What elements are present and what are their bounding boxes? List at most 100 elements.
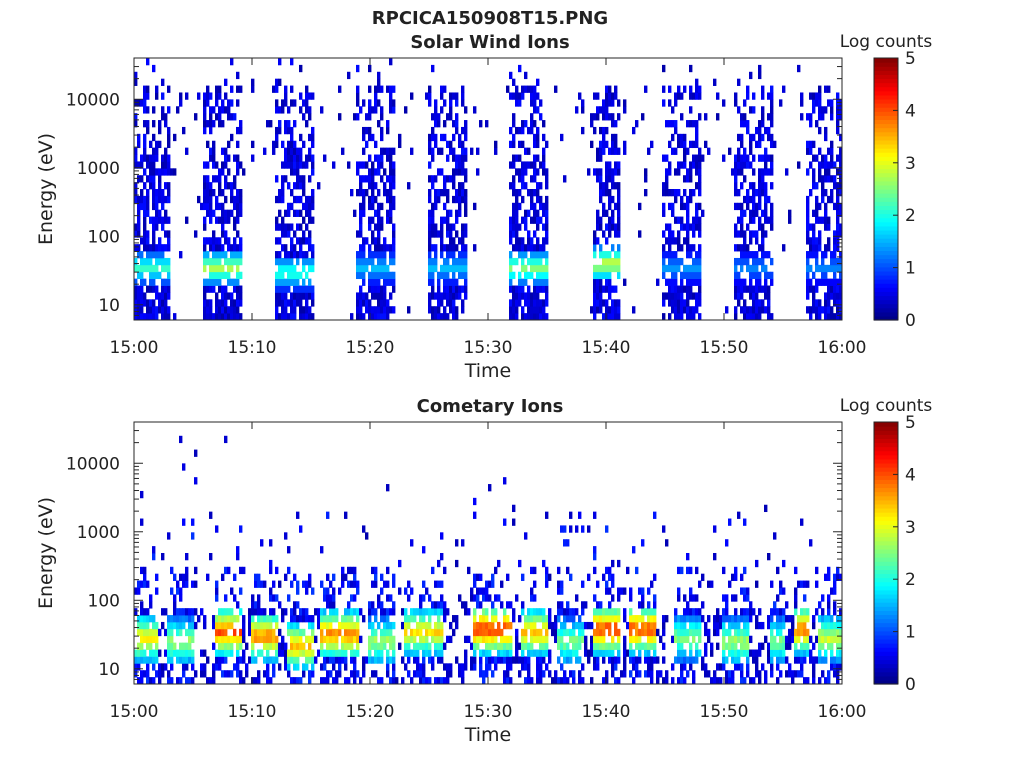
spectrogram-cell bbox=[359, 635, 363, 644]
spectrogram-cell bbox=[272, 615, 276, 623]
spectrogram-cell bbox=[158, 216, 162, 224]
spectrogram-cell bbox=[713, 78, 717, 86]
spectrogram-cell bbox=[701, 209, 705, 217]
spectrogram-cell bbox=[518, 278, 522, 286]
spectrogram-cell bbox=[380, 608, 384, 616]
spectrogram-cell bbox=[662, 189, 666, 197]
spectrogram-cell bbox=[695, 642, 699, 650]
spectrogram-cell bbox=[152, 230, 156, 238]
spectrogram-cell bbox=[782, 559, 786, 568]
spectrogram-cell bbox=[641, 615, 645, 623]
spectrogram-cell bbox=[821, 216, 825, 224]
spectrogram-cell bbox=[227, 670, 231, 678]
spectrogram-cell bbox=[452, 147, 456, 155]
spectrogram-cell bbox=[806, 292, 810, 300]
spectrogram-cell bbox=[383, 313, 387, 321]
spectrogram-cell bbox=[140, 580, 144, 588]
spectrogram-cell bbox=[449, 278, 453, 286]
spectrogram-cell bbox=[140, 615, 144, 623]
spectrogram-cell bbox=[143, 147, 147, 155]
spectrogram-cell bbox=[161, 78, 165, 86]
spectrogram-cell bbox=[224, 161, 228, 169]
spectrogram-cell bbox=[806, 113, 810, 121]
spectrogram-cell bbox=[377, 271, 381, 280]
spectrogram-cell bbox=[677, 299, 681, 307]
spectrogram-cell bbox=[320, 628, 324, 637]
spectrogram-cell bbox=[356, 587, 360, 595]
spectrogram-cell bbox=[506, 85, 510, 93]
spectrogram-cell bbox=[695, 140, 699, 149]
spectrogram-cell bbox=[230, 99, 234, 107]
spectrogram-cell bbox=[239, 202, 243, 211]
spectrogram-cell bbox=[293, 601, 297, 609]
spectrogram-cell bbox=[827, 635, 831, 644]
spectrogram-cell bbox=[782, 244, 786, 252]
spectrogram-cell bbox=[476, 587, 480, 595]
spectrogram-cell bbox=[527, 209, 531, 217]
spectrogram-cell bbox=[815, 306, 819, 314]
spectrogram-cell bbox=[800, 113, 804, 121]
spectrogram-cell bbox=[596, 209, 600, 217]
spectrogram-cell bbox=[809, 120, 813, 128]
spectrogram-cell bbox=[146, 663, 150, 671]
spectrogram-cell bbox=[539, 670, 543, 678]
spectrogram-cell bbox=[380, 85, 384, 93]
spectrogram-cell bbox=[362, 244, 366, 252]
spectrogram-cell bbox=[674, 278, 678, 286]
spectrogram-cell bbox=[473, 573, 477, 581]
spectrogram-cell bbox=[161, 670, 165, 678]
spectrogram-cell bbox=[308, 257, 312, 266]
spectrogram-cell bbox=[689, 223, 693, 231]
spectrogram-cell bbox=[752, 649, 756, 657]
spectrogram-cell bbox=[413, 656, 417, 664]
spectrogram-cell bbox=[353, 594, 357, 602]
spectrogram-cell bbox=[578, 621, 582, 630]
spectrogram-cell bbox=[149, 168, 153, 176]
spectrogram-cell bbox=[173, 313, 177, 321]
spectrogram-cell bbox=[185, 92, 189, 100]
spectrogram-cell bbox=[716, 663, 720, 671]
spectrogram-cell bbox=[371, 278, 375, 286]
spectrogram-cell bbox=[839, 656, 843, 664]
spectrogram-cell bbox=[812, 292, 816, 300]
spectrogram-cell bbox=[377, 209, 381, 217]
spectrogram-cell bbox=[485, 120, 489, 128]
spectrogram-cell bbox=[563, 608, 567, 616]
spectrogram-cell bbox=[683, 628, 687, 637]
spectrogram-cell bbox=[671, 106, 675, 114]
spectrogram-cell bbox=[548, 573, 552, 581]
spectrogram-cell bbox=[533, 635, 537, 644]
spectrogram-cell bbox=[704, 670, 708, 678]
spectrogram-cell bbox=[134, 306, 138, 314]
spectrogram-cell bbox=[692, 230, 696, 238]
spectrogram-cell bbox=[836, 670, 840, 678]
spectrogram-cell bbox=[494, 656, 498, 664]
spectrogram-cell bbox=[815, 216, 819, 224]
spectrogram-cell bbox=[836, 92, 840, 100]
spectrogram-cell bbox=[686, 299, 690, 307]
spectrogram-cell bbox=[533, 244, 537, 252]
spectrogram-cell bbox=[617, 587, 621, 595]
spectrogram-cell bbox=[146, 264, 150, 273]
spectrogram-cell bbox=[173, 608, 177, 616]
spectrogram-cell bbox=[320, 106, 324, 114]
spectrogram-cell bbox=[779, 99, 783, 107]
spectrogram-cell bbox=[524, 209, 528, 217]
spectrogram-cell bbox=[824, 175, 828, 183]
spectrogram-cell bbox=[770, 92, 774, 100]
spectrogram-cell bbox=[488, 663, 492, 671]
spectrogram-cell bbox=[671, 663, 675, 671]
spectrogram-cell bbox=[509, 649, 513, 657]
spectrogram-cell bbox=[440, 553, 444, 561]
spectrogram-cell bbox=[743, 649, 747, 657]
spectrogram-cell bbox=[137, 642, 141, 650]
spectrogram-cell bbox=[542, 251, 546, 259]
spectrogram-cell bbox=[830, 251, 834, 259]
spectrogram-cell bbox=[830, 147, 834, 155]
spectrogram-cell bbox=[506, 677, 510, 685]
spectrogram-cell bbox=[209, 264, 213, 273]
spectrogram-cell bbox=[827, 168, 831, 176]
spectrogram-cell bbox=[182, 656, 186, 664]
spectrogram-cell bbox=[299, 244, 303, 252]
spectrogram-cell bbox=[509, 306, 513, 314]
